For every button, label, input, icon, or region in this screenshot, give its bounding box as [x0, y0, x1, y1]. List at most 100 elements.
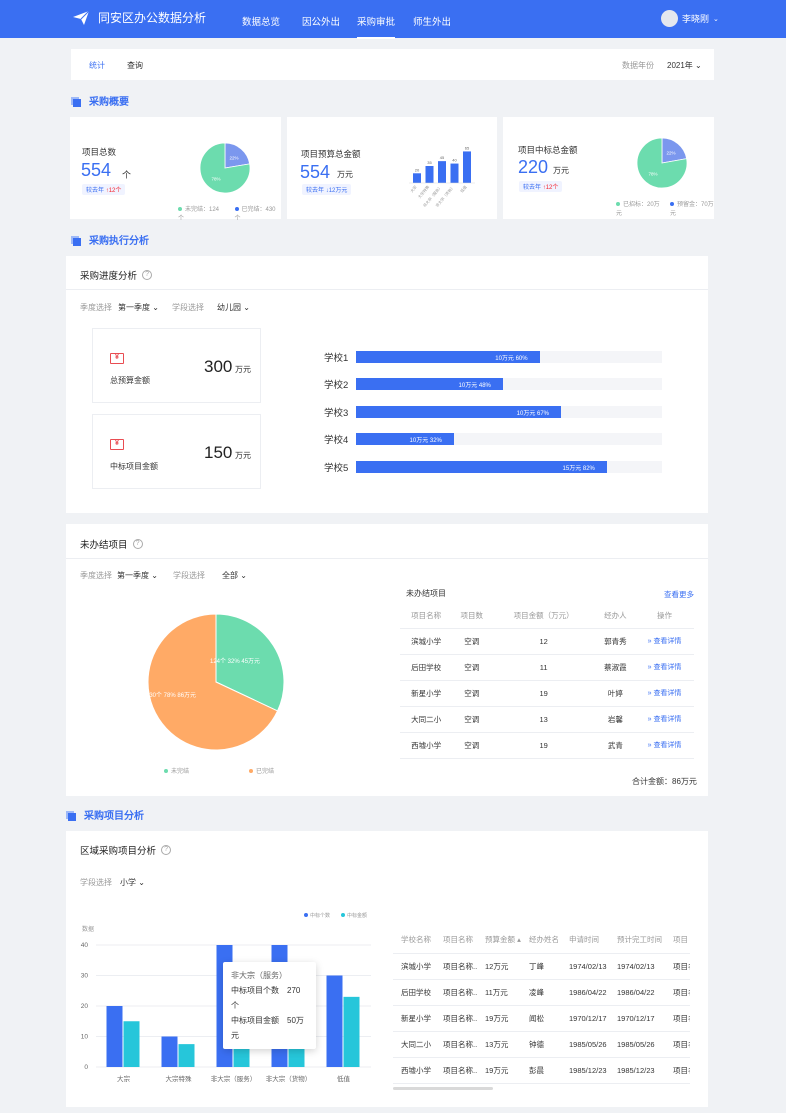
stage-filter-label: 学段选择	[172, 303, 204, 312]
question-help-icon[interactable]: ?	[132, 539, 143, 549]
table-cell: 1985/05/26	[609, 1031, 665, 1058]
table-row: 新星小学 空调 19 叶婷 » 查看详情	[400, 680, 694, 707]
nav-student-trip[interactable]: 师生外出	[413, 17, 452, 28]
horizontal-scrollbar[interactable]	[393, 1087, 493, 1090]
table-cell: 1986/04/22	[609, 979, 665, 1006]
mini-bar-value: 35	[427, 160, 432, 165]
chart-bar[interactable]	[106, 1006, 123, 1067]
table-cell: 项目名	[665, 1031, 690, 1058]
view-detail-link[interactable]: » 查看详情	[647, 690, 682, 697]
nav-procurement-approval[interactable]: 采购审批	[357, 14, 396, 39]
school-progress-row[interactable]: 学校2 10万元 48%	[324, 377, 694, 391]
table-cell: 19万元	[477, 1005, 521, 1032]
double-chevron-icon: »	[647, 716, 652, 723]
chart-bar[interactable]	[326, 975, 343, 1068]
pie-slice-label: 124个 32% 45万元	[210, 658, 260, 665]
chart-bar[interactable]	[161, 1036, 178, 1068]
quarter-select[interactable]: 第一季度 ⌄	[118, 303, 159, 312]
nav-business-trip[interactable]: 因公外出	[302, 17, 341, 28]
school-progress-row[interactable]: 学校4 10万元 32%	[324, 432, 694, 446]
column-header[interactable]: 预算金额 ▴	[477, 927, 521, 954]
nav-data-overview[interactable]: 数据总览	[242, 17, 281, 28]
year-select[interactable]: 2021年 ⌄	[667, 60, 702, 71]
pie-slice[interactable]	[199, 142, 251, 194]
pie-slice-label: 78%	[211, 177, 220, 182]
table-cell: » 查看详情	[635, 706, 694, 733]
kpi-card-project-count: 项目总数 554 个 较去年 ↑12个 22% 78% 未完结：124个 已完结：…	[70, 117, 281, 222]
column-header: 项目名称	[435, 927, 477, 954]
double-chevron-icon: »	[647, 690, 652, 697]
stage-select[interactable]: 小学 ⌄	[120, 878, 145, 887]
y-axis-label: 数据	[82, 925, 94, 933]
school-progress-row[interactable]: 学校5 15万元 82%	[324, 460, 694, 474]
view-more-link[interactable]: 查看更多	[664, 590, 694, 599]
kpi-unit: 个	[122, 170, 132, 180]
table-cell: 1974/02/13	[609, 953, 665, 980]
stage-select[interactable]: 幼儿园 ⌄	[217, 303, 250, 312]
column-header: 项目名称	[400, 604, 453, 629]
pie-slice[interactable]	[147, 613, 279, 751]
region-table-scroll[interactable]: 学校名称 项目名称 预算金额 ▴ 经办姓名 申请时间 预计完工时间 项目 滨城小学 项目名称.…	[393, 927, 690, 1089]
legend-item[interactable]: 中标金额	[347, 912, 367, 919]
column-header: 操作	[635, 604, 694, 629]
table-cell: 新星小学	[400, 680, 453, 707]
mini-bar[interactable]	[438, 161, 446, 183]
view-detail-link[interactable]: » 查看详情	[647, 638, 682, 645]
table-cell: 项目名	[665, 979, 690, 1006]
view-detail-link[interactable]: » 查看详情	[647, 664, 682, 671]
tab-query[interactable]: 查询	[127, 61, 143, 70]
column-header: 学校名称	[393, 927, 435, 954]
pie-slice[interactable]	[215, 613, 285, 712]
budget-total-box: ¥ 总预算金额 300 万元	[92, 328, 261, 403]
pie-slice[interactable]	[636, 137, 688, 189]
question-help-icon[interactable]: ?	[142, 270, 153, 280]
mini-bar[interactable]	[450, 163, 459, 183]
school-progress-row[interactable]: 学校3 10万元 67%	[324, 405, 694, 419]
table-cell: 叶婷	[595, 680, 636, 707]
progress-text: 10万元 32%	[409, 438, 442, 445]
app-brand[interactable]: 同安区办公数据分析	[72, 9, 206, 26]
kpi-value: 554	[300, 162, 331, 182]
stage-select[interactable]: 全部 ⌄	[222, 571, 247, 580]
paper-plane-logo-icon	[73, 10, 90, 25]
quarter-select[interactable]: 第一季度 ⌄	[117, 571, 158, 580]
view-detail-link[interactable]: » 查看详情	[647, 742, 682, 749]
table-cell: 大同二小	[400, 706, 453, 733]
table-cell: 1985/05/26	[561, 1031, 609, 1058]
money-icon: ¥	[110, 353, 124, 364]
chart-bar[interactable]	[178, 1044, 195, 1067]
mini-bar[interactable]	[413, 173, 421, 183]
bid-amount-label: 中标项目金额	[110, 462, 158, 471]
view-detail-link[interactable]: » 查看详情	[647, 716, 682, 723]
school-progress-row[interactable]: 学校1 10万元 60%	[324, 350, 694, 364]
table-cell: » 查看详情	[635, 654, 694, 681]
table-cell: 大同二小	[393, 1031, 435, 1058]
section-title-text: 采购执行分析	[89, 236, 149, 247]
user-menu[interactable]: 李晓刚 ⌄	[661, 10, 719, 27]
chart-bar[interactable]	[343, 996, 360, 1067]
chevron-down-icon: ⌄	[240, 571, 247, 580]
pie-slice[interactable]	[224, 142, 251, 169]
question-help-icon[interactable]: ?	[161, 845, 172, 855]
legend-item: 已完结	[249, 766, 274, 775]
tooltip-title: 非大宗（服务）	[231, 971, 287, 980]
table-row: 后田学校 空调 11 蔡淑霞 » 查看详情	[400, 654, 694, 681]
tab-statistics[interactable]: 统计	[89, 61, 105, 70]
stage-filter-label: 学段选择	[173, 571, 205, 580]
pie-slice[interactable]	[661, 137, 688, 164]
chart-bar[interactable]	[123, 1021, 140, 1067]
arrow-up-icon: ↑	[542, 185, 546, 191]
table-cell: 项目名	[665, 953, 690, 980]
mini-bar[interactable]	[463, 151, 471, 183]
mini-bar[interactable]	[425, 166, 434, 183]
kpi-value: 554	[81, 160, 112, 180]
legend-item[interactable]: 中标个数	[310, 912, 330, 919]
pending-projects-table: 项目名称 项目数 项目金额（万元） 经办人 操作 滨城小学 空调 12 郭青秀» 查看详情 后田…	[400, 604, 694, 759]
progress-text: 10万元 67%	[516, 410, 550, 417]
pending-projects-pie: 124个 32% 45万元 430个 78% 86万元	[146, 613, 285, 751]
